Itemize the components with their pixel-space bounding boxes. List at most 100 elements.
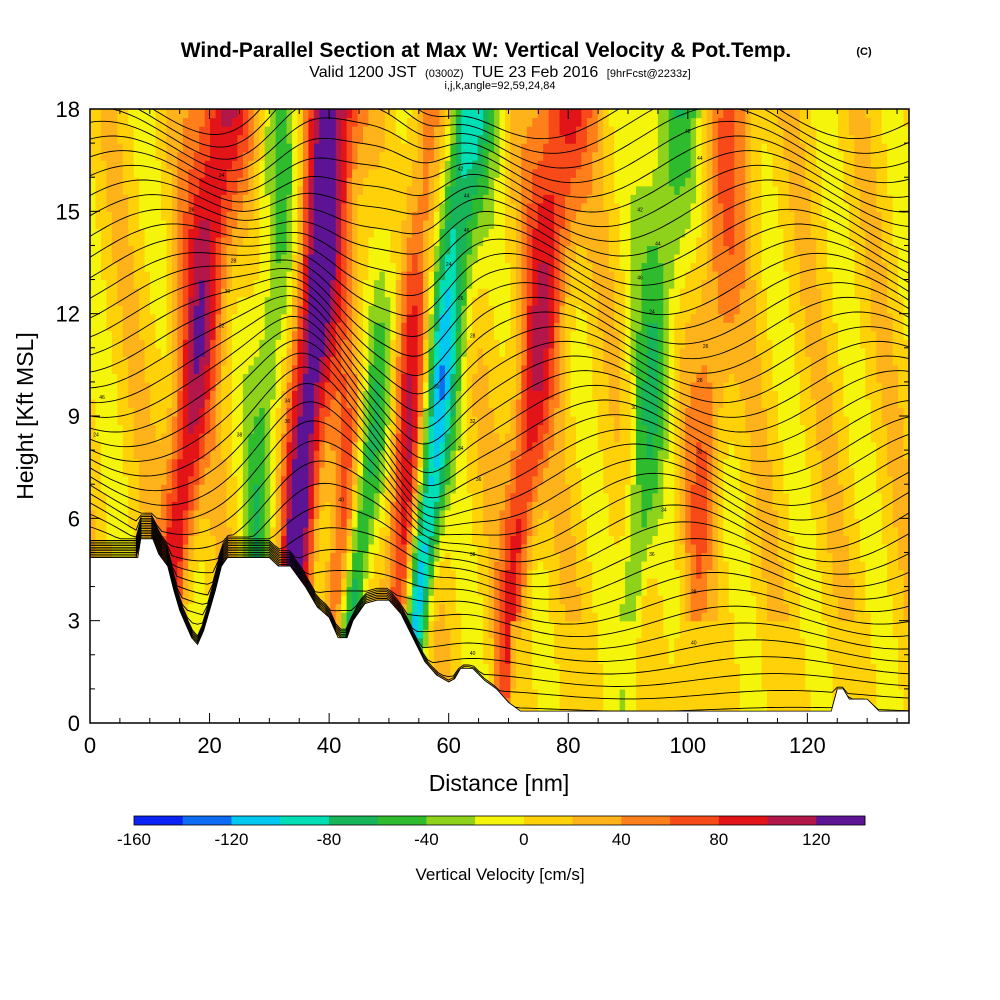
velocity-cell bbox=[570, 450, 577, 460]
velocity-cell bbox=[515, 629, 522, 639]
velocity-cell bbox=[592, 492, 599, 502]
velocity-cell bbox=[330, 569, 337, 579]
velocity-cell bbox=[412, 552, 419, 562]
velocity-cell bbox=[625, 458, 632, 468]
velocity-cell bbox=[652, 543, 659, 554]
velocity-cell bbox=[100, 475, 107, 485]
velocity-cell bbox=[302, 467, 309, 477]
velocity-cell bbox=[597, 475, 604, 485]
velocity-cell bbox=[767, 475, 774, 485]
velocity-cell bbox=[712, 629, 719, 639]
velocity-cell bbox=[723, 501, 730, 511]
velocity-cell bbox=[188, 526, 195, 536]
velocity-cell bbox=[417, 629, 424, 639]
velocity-cell bbox=[204, 560, 211, 571]
velocity-cell bbox=[799, 526, 806, 536]
velocity-cell bbox=[477, 458, 484, 468]
velocity-cell bbox=[854, 569, 861, 579]
velocity-cell bbox=[614, 705, 621, 716]
velocity-cell bbox=[259, 458, 266, 468]
velocity-cell bbox=[406, 450, 413, 460]
velocity-cell bbox=[630, 518, 637, 528]
velocity-cell bbox=[619, 450, 626, 460]
velocity-cell bbox=[843, 620, 850, 630]
velocity-cell bbox=[341, 450, 348, 460]
velocity-cell bbox=[625, 509, 632, 519]
velocity-cell bbox=[608, 441, 615, 451]
velocity-cell bbox=[717, 475, 724, 485]
velocity-cell bbox=[499, 441, 506, 451]
velocity-cell bbox=[756, 492, 763, 502]
velocity-cell bbox=[777, 441, 785, 451]
velocity-cell bbox=[439, 441, 446, 451]
velocity-cell bbox=[286, 484, 293, 494]
velocity-cell bbox=[160, 458, 168, 468]
velocity-cell bbox=[614, 688, 621, 699]
velocity-cell bbox=[761, 697, 768, 707]
velocity-cell bbox=[827, 552, 834, 562]
velocity-cell bbox=[827, 535, 834, 545]
velocity-cell bbox=[537, 688, 544, 699]
velocity-cell bbox=[843, 518, 850, 528]
velocity-cell bbox=[739, 578, 746, 588]
velocity-cell bbox=[330, 612, 337, 622]
velocity-cell bbox=[619, 663, 626, 673]
velocity-cell bbox=[532, 612, 539, 622]
velocity-cell bbox=[488, 450, 495, 460]
velocity-cell bbox=[477, 509, 484, 519]
velocity-cell bbox=[188, 578, 195, 588]
velocity-cell bbox=[685, 578, 692, 588]
velocity-cell bbox=[859, 535, 866, 545]
velocity-cell bbox=[297, 501, 304, 511]
velocity-cell bbox=[264, 450, 271, 460]
velocity-cell bbox=[275, 509, 282, 519]
velocity-cell bbox=[111, 475, 118, 485]
velocity-cell bbox=[641, 646, 648, 656]
velocity-cell bbox=[575, 552, 582, 562]
velocity-cell bbox=[646, 501, 653, 511]
velocity-cell bbox=[876, 543, 883, 554]
velocity-cell bbox=[794, 458, 801, 468]
velocity-cell bbox=[690, 552, 697, 562]
velocity-cell bbox=[810, 509, 817, 519]
velocity-cell bbox=[788, 671, 795, 681]
velocity-cell bbox=[810, 663, 817, 673]
velocity-cell bbox=[881, 612, 888, 622]
velocity-cell bbox=[166, 501, 173, 511]
velocity-cell bbox=[674, 680, 681, 690]
velocity-cell bbox=[859, 654, 866, 664]
velocity-cell bbox=[390, 586, 397, 596]
velocity-cell bbox=[701, 663, 708, 673]
velocity-cell bbox=[696, 458, 703, 468]
velocity-cell bbox=[401, 501, 408, 511]
velocity-cell bbox=[745, 595, 752, 605]
velocity-cell bbox=[674, 688, 681, 699]
velocity-cell bbox=[701, 629, 708, 639]
velocity-cell bbox=[646, 492, 653, 502]
velocity-cell bbox=[876, 509, 883, 519]
velocity-cell bbox=[450, 612, 457, 622]
velocity-cell bbox=[477, 578, 484, 588]
velocity-cell bbox=[215, 492, 222, 502]
velocity-cell bbox=[210, 501, 217, 511]
velocity-cell bbox=[352, 501, 359, 511]
velocity-cell bbox=[794, 646, 801, 656]
velocity-cell bbox=[854, 603, 861, 613]
velocity-cell bbox=[193, 552, 200, 562]
velocity-cell bbox=[499, 475, 506, 485]
velocity-cell bbox=[592, 697, 599, 707]
velocity-cell bbox=[324, 518, 331, 528]
velocity-cell bbox=[870, 501, 877, 511]
velocity-cell bbox=[504, 569, 512, 579]
velocity-cell bbox=[472, 535, 479, 545]
velocity-cell bbox=[783, 441, 790, 451]
velocity-cell bbox=[286, 467, 293, 477]
velocity-cell bbox=[504, 535, 512, 545]
velocity-cell bbox=[444, 543, 451, 554]
velocity-cell bbox=[521, 509, 528, 519]
velocity-cell bbox=[526, 560, 533, 571]
velocity-cell bbox=[231, 484, 239, 494]
velocity-cell bbox=[488, 578, 495, 588]
velocity-cell bbox=[783, 458, 790, 468]
velocity-cell bbox=[799, 560, 806, 571]
